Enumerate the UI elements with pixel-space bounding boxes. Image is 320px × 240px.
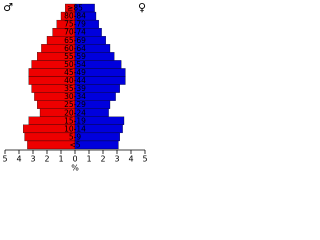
x-tick-label: 4: [128, 155, 133, 164]
y-tick-label: 80-84: [64, 12, 86, 21]
y-tick-label: 40-44: [64, 76, 86, 85]
x-tick-label: 3: [114, 155, 119, 164]
y-tick-label: 55-59: [64, 52, 86, 61]
y-tick-label: <5: [69, 140, 80, 149]
y-tick-label: 20-24: [64, 108, 86, 117]
y-tick-label: 30-34: [64, 92, 86, 101]
x-tick-label: 1: [86, 155, 91, 164]
y-tick-label: ≥85: [67, 4, 83, 13]
x-tick-label: 2: [44, 155, 49, 164]
y-tick-label: 45-49: [64, 68, 86, 77]
x-tick-label: 0: [72, 155, 77, 164]
bar: [74, 132, 120, 142]
y-tick-label: 15-19: [64, 116, 86, 125]
x-tick-label: 4: [16, 155, 21, 164]
bar: [27, 140, 76, 150]
y-tick-label: 60-64: [64, 44, 86, 53]
y-tick-label: 5-9: [69, 132, 81, 141]
bar: [74, 140, 119, 150]
legend-entry: ♀: [138, 1, 146, 14]
x-tick-label: 5: [142, 155, 147, 164]
x-axis-label: %: [71, 164, 79, 173]
y-tick-label: 35-39: [64, 84, 86, 93]
legend-entry: ♂: [3, 1, 13, 14]
y-tick-label: 75-79: [64, 20, 86, 29]
chart: % ♂ ♀ ≥8580-8475-7970-7465-6960-6455-5950-…: [2, 1, 147, 173]
x-tick-label: 3: [30, 155, 35, 164]
x-tick-label: 5: [2, 155, 7, 164]
x-tick-label: 2: [100, 155, 105, 164]
y-tick-label: 50-54: [64, 60, 86, 69]
y-tick-label: 25-29: [64, 100, 86, 109]
y-tick-label: 65-69: [64, 36, 86, 45]
bar: [24, 132, 76, 142]
x-tick-label: 1: [58, 155, 63, 164]
y-tick-label: 70-74: [64, 28, 86, 37]
y-tick-label: 10-14: [64, 124, 86, 133]
